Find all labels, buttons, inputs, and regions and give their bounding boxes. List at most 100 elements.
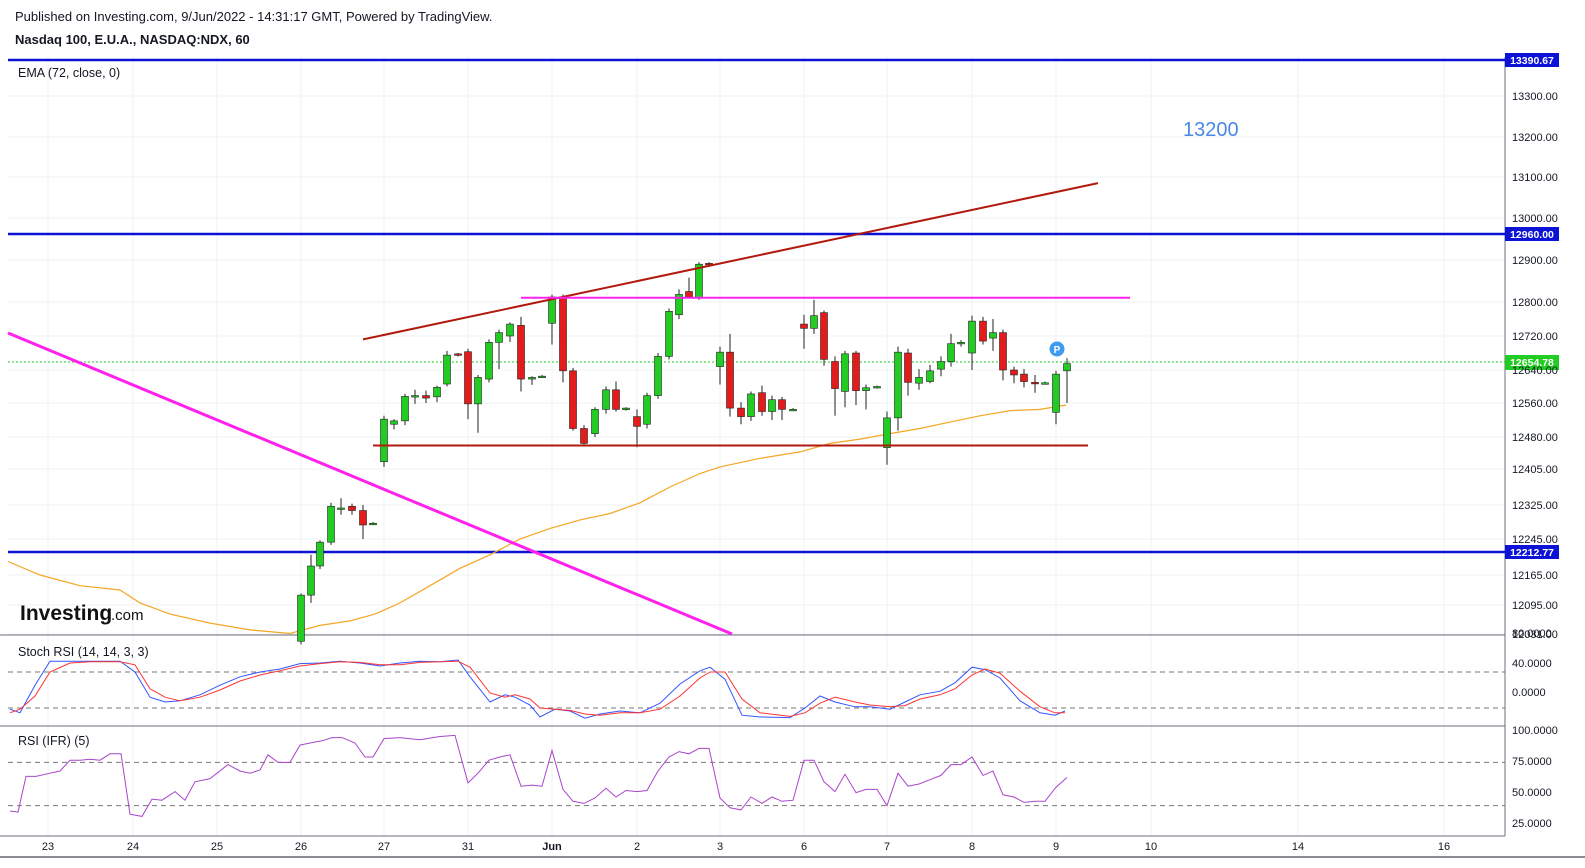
- candle-body: [979, 320, 987, 342]
- bearish-candle: [726, 333, 734, 417]
- marker-circle: [1049, 341, 1065, 357]
- candle-body: [1010, 369, 1018, 376]
- candle-body: [989, 332, 997, 339]
- candle-body: [726, 351, 734, 409]
- bullish-candle: [1052, 370, 1060, 425]
- bullish-candle: [894, 346, 902, 431]
- stoch-axis-tick: 40.0000: [1512, 658, 1552, 670]
- candle-body: [968, 320, 976, 354]
- price-axis-tick: 12900.00: [1512, 255, 1558, 267]
- candle-body: [800, 323, 808, 329]
- candle-body: [1052, 373, 1060, 413]
- time-axis-tick: 7: [884, 841, 890, 853]
- bearish-candle: [820, 310, 828, 366]
- candle-body: [947, 343, 955, 362]
- rsi-axis-tick: 75.0000: [1512, 756, 1552, 768]
- candle-body: [517, 325, 525, 380]
- bearish-candle: [633, 409, 641, 448]
- bullish-candle: [307, 554, 315, 603]
- marker-label: P: [1054, 345, 1061, 356]
- bearish-candle: [464, 348, 472, 420]
- bearish-candle: [612, 381, 620, 412]
- bullish-candle: [602, 386, 610, 414]
- candle-body: [768, 399, 776, 412]
- bullish-candle: [474, 374, 482, 433]
- bullish-candle: [369, 522, 377, 526]
- bullish-candle: [968, 315, 976, 370]
- candle-body: [654, 356, 662, 396]
- time-axis-tick: 27: [378, 841, 390, 853]
- candle-body: [1031, 382, 1039, 385]
- candle-body: [359, 510, 367, 526]
- bullish-candle: [883, 411, 891, 465]
- candle-body: [926, 370, 934, 382]
- time-axis-tick: 8: [969, 841, 975, 853]
- candle-body: [841, 353, 849, 392]
- published-caption: Published on Investing.com, 9/Jun/2022 -…: [15, 9, 493, 24]
- bearish-candle: [831, 356, 839, 416]
- price-axis-tick: 13000.00: [1512, 213, 1558, 225]
- time-axis-tick: 10: [1145, 841, 1157, 853]
- price-axis-tick: 12325.00: [1512, 500, 1558, 512]
- bearish-candle: [904, 348, 912, 396]
- bearish-candle: [979, 316, 987, 345]
- bullish-candle: [443, 350, 451, 387]
- bullish-candle: [622, 407, 630, 411]
- bearish-candle: [685, 277, 693, 298]
- candle-body: [883, 417, 891, 448]
- candle-body: [852, 352, 860, 391]
- level-price-tag: [1505, 545, 1559, 559]
- candle-body: [810, 315, 818, 329]
- price-pane[interactable]: P: [7, 58, 1505, 645]
- candle-body: [454, 353, 462, 356]
- bullish-candle: [327, 502, 335, 545]
- time-axis-tick: 23: [42, 841, 54, 853]
- bullish-candle: [643, 392, 651, 429]
- bullish-candle: [747, 391, 755, 421]
- bullish-candle: [591, 407, 599, 437]
- bearish-candle: [999, 329, 1007, 381]
- candle-body: [612, 389, 620, 410]
- rsi-pane[interactable]: [8, 734, 1505, 817]
- candle-body: [758, 392, 766, 412]
- bullish-candle: [485, 339, 493, 383]
- bullish-candle: [947, 333, 955, 367]
- candle-body: [894, 351, 902, 419]
- candle-body: [904, 352, 912, 383]
- candle-body: [474, 377, 482, 405]
- price-axis-tick: 12405.00: [1512, 464, 1558, 476]
- candle-body: [999, 332, 1007, 371]
- bullish-candle: [789, 408, 797, 412]
- time-axis-tick: 24: [127, 841, 139, 853]
- candle-body: [633, 416, 641, 427]
- candle-body: [433, 387, 441, 398]
- bullish-candle: [937, 356, 945, 377]
- bullish-candle: [841, 350, 849, 408]
- bullish-candle: [810, 299, 818, 334]
- bullish-candle: [716, 346, 724, 385]
- candle-body: [873, 386, 881, 389]
- price-axis-tick: 12095.00: [1512, 600, 1558, 612]
- ema-indicator-label: EMA (72, close, 0): [18, 66, 120, 80]
- bullish-candle: [1063, 358, 1071, 403]
- stoch-rsi-pane[interactable]: [8, 659, 1505, 719]
- candle-body: [401, 396, 409, 422]
- candle-body: [443, 354, 451, 385]
- candle-body: [297, 594, 305, 642]
- time-axis-tick: 26: [295, 841, 307, 853]
- time-axis-tick: 31: [462, 841, 474, 853]
- rsi-axis-tick: 25.0000: [1512, 818, 1552, 830]
- candle-body: [495, 332, 503, 343]
- candle-body: [1041, 382, 1049, 385]
- price-axis-tick: 12720.00: [1512, 331, 1558, 343]
- rsi-axis-tick: 50.0000: [1512, 787, 1552, 799]
- stoch-k-line: [9, 659, 1066, 719]
- bearish-candle: [454, 353, 462, 357]
- candle-body: [747, 393, 755, 417]
- bullish-candle: [915, 369, 923, 390]
- last-price-tag: [1505, 355, 1559, 370]
- price-axis-tick: 13200.00: [1512, 132, 1558, 144]
- price-axis-tick: 12800.00: [1512, 297, 1558, 309]
- bullish-candle: [1041, 381, 1049, 385]
